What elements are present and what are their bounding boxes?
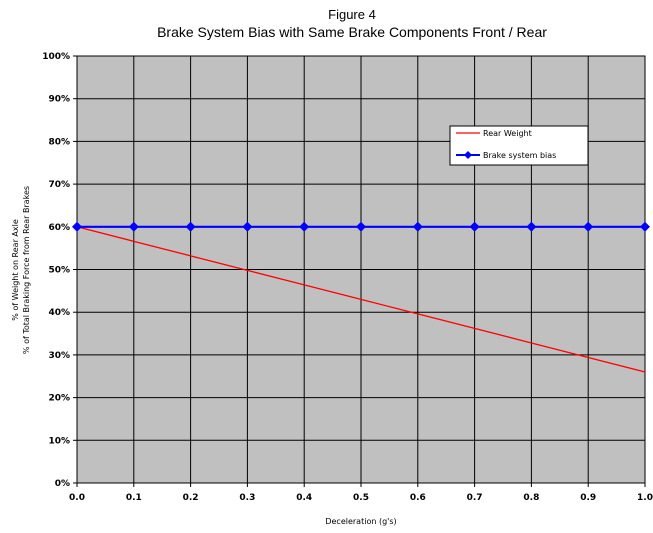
y-axis-label-line1: % of Weight on Rear Axle xyxy=(11,219,20,321)
legend-label-rear-weight: Rear Weight xyxy=(483,129,532,138)
y-axis-label-line2: % of Total Braking Force from Rear Brake… xyxy=(22,186,31,354)
data-point-marker xyxy=(583,221,594,232)
y-tick-label: 20% xyxy=(48,394,70,404)
legend-marker-brake-bias xyxy=(464,151,472,159)
x-axis-label: Deceleration (g's) xyxy=(325,517,396,526)
y-tick-label: 40% xyxy=(48,308,70,318)
x-tick-label: 0.3 xyxy=(239,493,255,503)
y-tick-label: 80% xyxy=(48,137,70,147)
x-tick-label: 0.0 xyxy=(69,493,85,503)
y-tick-label: 0% xyxy=(55,479,70,489)
y-axis-ticks: 0% 10% 20% 30% 40% 50% 60% 70% 80% 90% 100% xyxy=(42,52,77,489)
data-point-marker xyxy=(299,221,310,232)
y-tick-label: 30% xyxy=(48,351,70,361)
data-point-marker xyxy=(72,221,82,232)
chart-subtitle: Brake System Bias with Same Brake Compon… xyxy=(157,24,547,40)
data-point-marker xyxy=(640,221,650,232)
y-tick-label: 10% xyxy=(48,436,70,446)
y-tick-label: 90% xyxy=(48,95,70,105)
x-axis-ticks: 0.0 0.1 0.2 0.3 0.4 0.5 0.6 0.7 0.8 0.9 1.0 xyxy=(69,483,653,503)
y-tick-label: 60% xyxy=(48,223,70,233)
data-point-marker xyxy=(356,221,366,232)
x-tick-label: 0.9 xyxy=(580,493,596,503)
y-tick-label: 70% xyxy=(48,180,70,190)
data-point-marker xyxy=(128,221,139,232)
series-group xyxy=(72,221,650,373)
y-tick-label: 50% xyxy=(48,266,70,276)
x-tick-label: 0.8 xyxy=(523,493,539,503)
data-point-marker xyxy=(526,221,537,232)
data-point-marker xyxy=(412,221,423,232)
x-tick-label: 0.5 xyxy=(353,493,369,503)
x-tick-label: 0.6 xyxy=(410,493,426,503)
x-tick-label: 0.7 xyxy=(467,493,483,503)
legend: Rear Weight Brake system bias xyxy=(449,125,589,166)
data-point-marker xyxy=(185,221,196,232)
x-tick-label: 1.0 xyxy=(637,493,653,503)
y-tick-label: 100% xyxy=(42,52,70,62)
x-tick-label: 0.4 xyxy=(296,493,312,503)
chart-title: Figure 4 xyxy=(328,7,376,22)
data-point-marker xyxy=(242,221,253,232)
series-line-0 xyxy=(76,226,646,373)
legend-label-brake-bias: Brake system bias xyxy=(483,151,556,160)
x-tick-label: 0.2 xyxy=(183,493,199,503)
data-point-marker xyxy=(469,221,480,232)
x-tick-label: 0.1 xyxy=(126,493,142,503)
